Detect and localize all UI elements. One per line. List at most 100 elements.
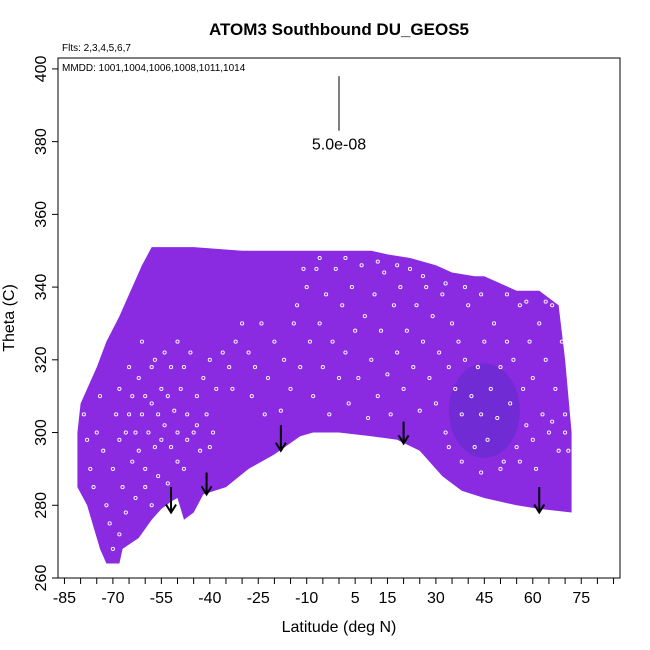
data-point bbox=[543, 357, 548, 362]
arrow bbox=[165, 487, 177, 515]
data-point bbox=[327, 412, 332, 417]
data-point bbox=[194, 423, 199, 428]
data-point bbox=[301, 266, 306, 271]
data-point bbox=[104, 503, 109, 508]
data-point bbox=[508, 401, 513, 406]
data-point bbox=[530, 375, 535, 381]
x-tick-label: 60 bbox=[524, 590, 542, 607]
data-point bbox=[388, 412, 393, 417]
data-point bbox=[501, 459, 506, 464]
data-point bbox=[123, 430, 128, 435]
y-tick-label: 260 bbox=[33, 565, 50, 592]
data-point bbox=[537, 321, 542, 326]
y-tick-label: 380 bbox=[33, 128, 50, 155]
data-point bbox=[139, 339, 145, 344]
data-point bbox=[320, 365, 325, 370]
data-point bbox=[475, 365, 480, 370]
plot-area: 5.0e-08 bbox=[77, 76, 572, 564]
y-axis: 260 280 300 320 340 360 380 400 bbox=[33, 55, 58, 591]
arrow bbox=[275, 425, 287, 453]
data-point bbox=[411, 365, 416, 370]
data-point bbox=[449, 321, 455, 326]
data-point bbox=[165, 481, 170, 486]
data-point bbox=[97, 394, 103, 399]
data-point bbox=[272, 339, 277, 344]
data-point bbox=[181, 466, 187, 471]
data-point bbox=[156, 412, 161, 417]
data-point bbox=[556, 448, 561, 453]
data-point bbox=[479, 412, 484, 417]
data-point bbox=[178, 386, 183, 391]
data-point bbox=[546, 430, 551, 435]
data-point bbox=[175, 430, 180, 435]
data-point bbox=[437, 350, 442, 355]
x-tick-label: 45 bbox=[475, 590, 493, 607]
data-point bbox=[117, 437, 122, 442]
x-tick-label: -10 bbox=[295, 590, 318, 607]
data-point bbox=[359, 263, 364, 268]
data-point bbox=[533, 466, 539, 471]
y-tick-label: 320 bbox=[33, 346, 50, 373]
data-point bbox=[220, 350, 225, 355]
data-point bbox=[123, 510, 128, 515]
data-point bbox=[152, 445, 157, 450]
data-point bbox=[168, 365, 174, 370]
data-point bbox=[227, 365, 232, 370]
data-point bbox=[343, 255, 348, 261]
data-point bbox=[511, 357, 516, 362]
data-point bbox=[446, 445, 451, 450]
x-tick-label: 15 bbox=[379, 590, 397, 607]
data-point bbox=[207, 445, 212, 450]
data-point bbox=[136, 448, 141, 453]
y-tick-label: 400 bbox=[33, 55, 50, 82]
data-point bbox=[375, 394, 380, 399]
data-point bbox=[91, 485, 96, 490]
data-point bbox=[398, 285, 403, 290]
scale-bar-label: 5.0e-08 bbox=[312, 137, 366, 154]
data-point bbox=[395, 263, 400, 268]
data-point bbox=[152, 357, 157, 362]
data-point bbox=[317, 321, 322, 326]
data-point bbox=[440, 292, 445, 297]
data-point bbox=[294, 303, 300, 308]
data-point bbox=[433, 401, 438, 406]
dates-note: MMDD: 1001,1004,1006,1008,1011,1014 bbox=[62, 63, 246, 74]
data-point bbox=[424, 285, 429, 290]
data-point bbox=[495, 415, 500, 421]
data-point bbox=[127, 365, 132, 370]
data-point bbox=[443, 281, 448, 286]
data-point bbox=[462, 285, 468, 290]
data-point bbox=[133, 430, 138, 435]
arrow bbox=[397, 421, 410, 446]
data-point bbox=[162, 423, 167, 428]
data-point bbox=[420, 274, 426, 279]
data-point bbox=[252, 365, 258, 370]
data-point bbox=[230, 386, 235, 391]
data-point bbox=[133, 495, 138, 501]
data-point bbox=[550, 303, 555, 308]
data-point bbox=[162, 350, 167, 355]
data-point bbox=[527, 339, 532, 344]
data-point bbox=[149, 401, 154, 406]
data-point bbox=[485, 437, 490, 442]
data-point bbox=[333, 266, 338, 271]
data-points bbox=[81, 255, 571, 551]
data-point bbox=[404, 328, 409, 333]
x-tick-label: -40 bbox=[198, 590, 221, 607]
data-point bbox=[366, 415, 371, 421]
data-point bbox=[143, 394, 148, 399]
data-point bbox=[149, 365, 154, 370]
y-tick-label: 300 bbox=[33, 419, 50, 446]
arrow bbox=[200, 472, 213, 497]
data-point bbox=[185, 412, 190, 417]
data-point bbox=[504, 292, 510, 297]
data-point bbox=[156, 474, 161, 479]
data-point bbox=[459, 459, 464, 464]
x-tick-label: 5 bbox=[351, 590, 360, 607]
data-point bbox=[472, 445, 477, 450]
data-point bbox=[165, 394, 170, 399]
data-point bbox=[491, 321, 497, 326]
data-point bbox=[282, 357, 287, 362]
data-point bbox=[343, 350, 348, 355]
data-point bbox=[130, 459, 135, 464]
